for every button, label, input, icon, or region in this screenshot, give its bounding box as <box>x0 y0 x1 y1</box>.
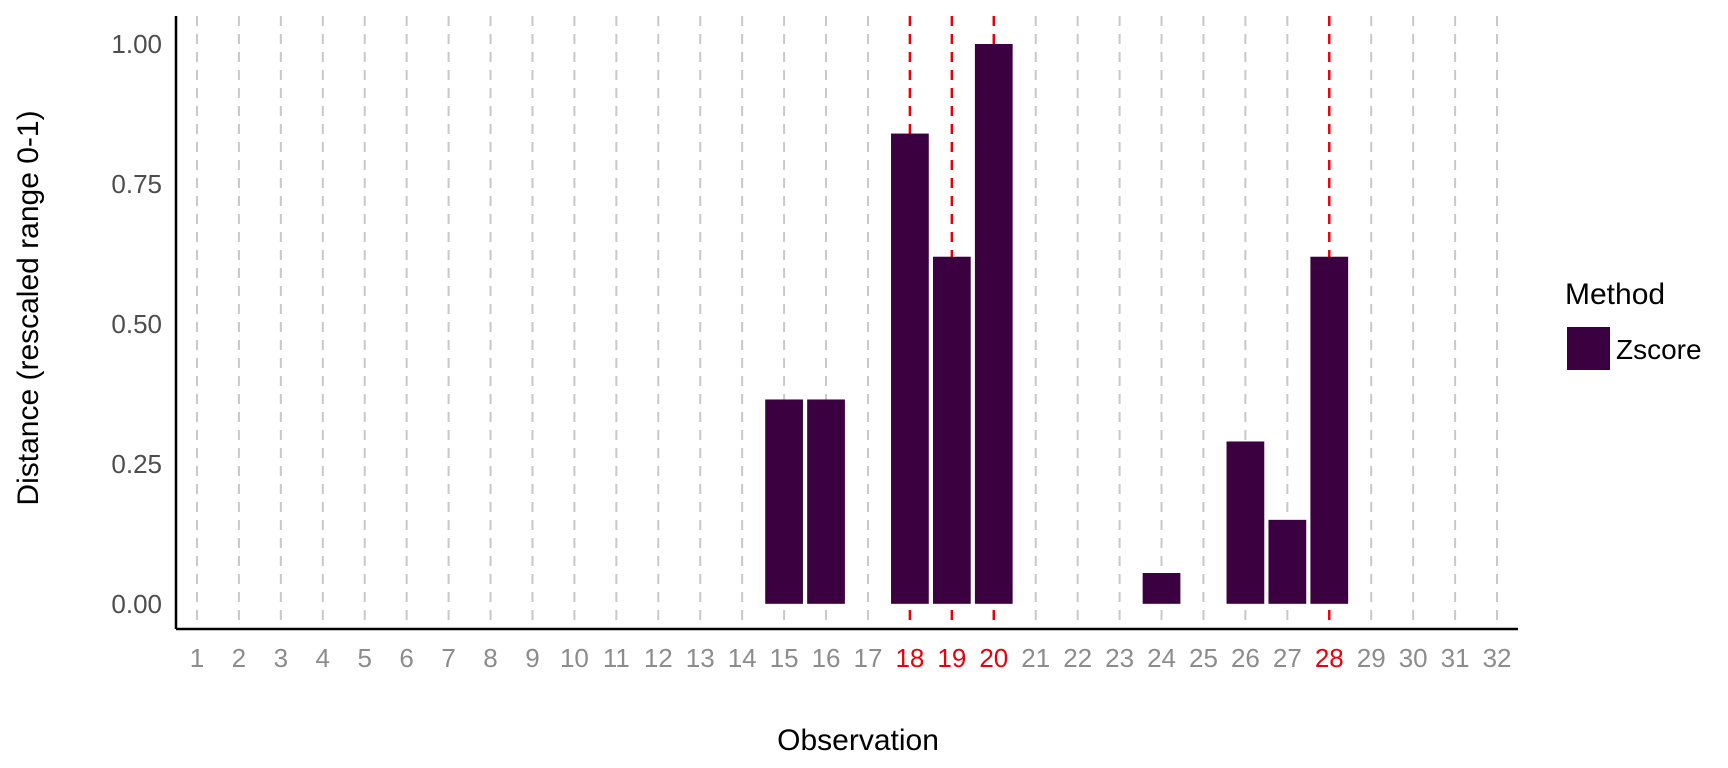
x-tick-label-29: 29 <box>1357 643 1386 673</box>
y-tick-label-0.25: 0.25 <box>111 449 162 479</box>
y-tick-label-1.00: 1.00 <box>111 29 162 59</box>
x-tick-label-5: 5 <box>357 643 371 673</box>
bar-28 <box>1310 256 1349 604</box>
bar-19 <box>932 256 971 604</box>
x-axis-title: Observation <box>777 724 939 757</box>
bar-15 <box>765 399 803 604</box>
x-tick-label-9: 9 <box>525 643 539 673</box>
grid-lines <box>195 16 1499 629</box>
x-tick-label-22: 22 <box>1063 643 1092 673</box>
y-tick-label-0.75: 0.75 <box>111 169 162 199</box>
bar-20 <box>974 43 1013 604</box>
x-tick-label-1: 1 <box>190 643 204 673</box>
x-tick-label-28: 28 <box>1315 643 1344 673</box>
x-tick-label-3: 3 <box>274 643 288 673</box>
y-tick-label-0.50: 0.50 <box>111 309 162 339</box>
bar-26 <box>1226 441 1265 604</box>
y-tick-label-0.00: 0.00 <box>111 589 162 619</box>
x-tick-label-18: 18 <box>895 643 924 673</box>
x-tick-label-25: 25 <box>1189 643 1218 673</box>
x-tick-label-6: 6 <box>399 643 413 673</box>
bar-24 <box>1142 573 1181 604</box>
x-tick-label-13: 13 <box>686 643 715 673</box>
x-tick-label-10: 10 <box>560 643 589 673</box>
bar-27 <box>1268 519 1307 604</box>
x-tick-label-8: 8 <box>483 643 497 673</box>
x-tick-label-14: 14 <box>728 643 757 673</box>
legend-title: Method <box>1565 278 1665 311</box>
x-tick-label-12: 12 <box>644 643 673 673</box>
x-tick-label-4: 4 <box>316 643 330 673</box>
x-tick-label-7: 7 <box>441 643 455 673</box>
x-tick-label-19: 19 <box>937 643 966 673</box>
y-axis-title: Distance (rescaled range 0-1) <box>12 110 45 505</box>
x-tick-labels: 1 2 3 4 5 6 7 8 9 10 11 12 13 14 15 16 17 18 19 20 21 22 23 24 2… <box>190 643 1512 673</box>
x-tick-label-15: 15 <box>770 643 799 673</box>
bars <box>765 43 1349 604</box>
legend-swatch-zscore <box>1567 327 1610 370</box>
x-tick-label-32: 32 <box>1483 643 1512 673</box>
x-tick-label-16: 16 <box>812 643 841 673</box>
x-tick-label-17: 17 <box>854 643 883 673</box>
x-tick-label-21: 21 <box>1021 643 1050 673</box>
axes <box>174 16 1518 631</box>
bar-16 <box>807 399 845 604</box>
x-tick-label-20: 20 <box>979 643 1008 673</box>
x-tick-label-27: 27 <box>1273 643 1302 673</box>
y-tick-labels: 0.00 0.25 0.50 0.75 1.00 <box>111 29 162 619</box>
x-tick-label-26: 26 <box>1231 643 1260 673</box>
x-tick-label-2: 2 <box>232 643 246 673</box>
legend: Method Zscore <box>1565 278 1702 370</box>
x-tick-label-23: 23 <box>1105 643 1134 673</box>
legend-label-zscore: Zscore <box>1616 334 1702 365</box>
x-tick-label-11: 11 <box>603 643 630 673</box>
x-tick-label-30: 30 <box>1399 643 1428 673</box>
x-tick-label-31: 31 <box>1441 643 1470 673</box>
x-tick-label-24: 24 <box>1147 643 1176 673</box>
bar-18 <box>891 133 929 604</box>
